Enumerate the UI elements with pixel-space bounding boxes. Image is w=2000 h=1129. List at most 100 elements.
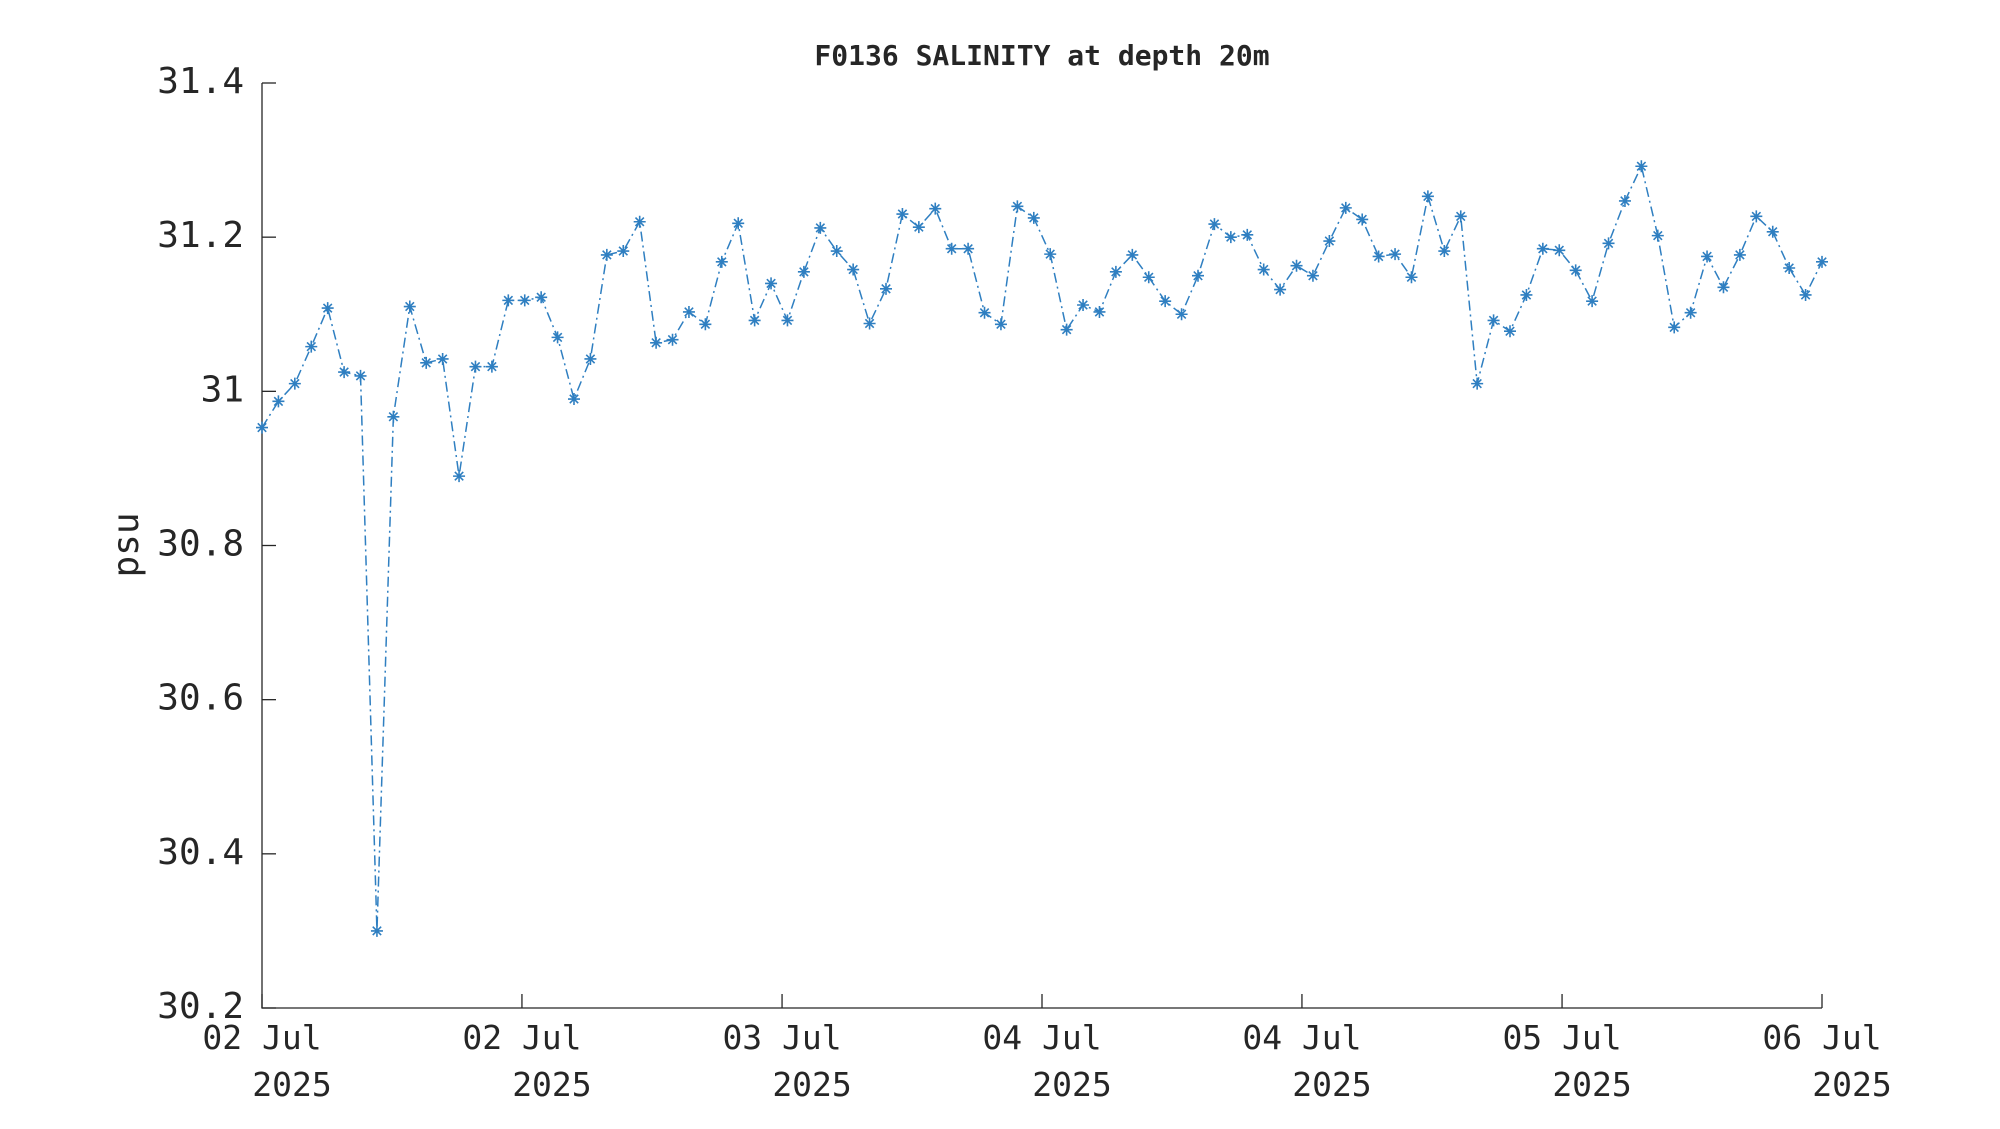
data-point (781, 314, 794, 327)
data-point (600, 248, 613, 261)
data-point (1060, 323, 1073, 336)
axis-line (261, 83, 1822, 1009)
data-point (370, 924, 383, 937)
x-tick-label: 02 Jul 2025 (202, 1018, 331, 1104)
data-point (288, 377, 301, 390)
data-point (1651, 229, 1664, 242)
data-point (502, 294, 515, 307)
y-tick-label: 30.6 (157, 678, 244, 719)
y-tick-label: 30.8 (157, 524, 244, 565)
data-point (1241, 228, 1254, 241)
data-point (1159, 295, 1172, 308)
data-point (1520, 288, 1533, 301)
data-point (518, 294, 531, 307)
y-tick-label: 31.4 (157, 61, 244, 102)
x-tick-label: 04 Jul 2025 (1242, 1018, 1371, 1104)
data-point (1093, 305, 1106, 318)
y-axis-label: psu (106, 512, 147, 577)
data-point (1618, 194, 1631, 207)
data-point (699, 318, 712, 331)
data-point (584, 352, 597, 365)
data-point (1274, 283, 1287, 296)
data-point (1717, 281, 1730, 294)
data-point (1766, 225, 1779, 238)
data-point (256, 421, 268, 434)
data-point (1586, 295, 1599, 308)
data-point (1192, 269, 1204, 282)
data-point (1569, 264, 1582, 277)
data-point (929, 202, 942, 215)
data-point (1339, 201, 1352, 214)
data-point (1175, 308, 1188, 321)
data-point (617, 245, 630, 258)
data-point (420, 356, 433, 369)
data-point (1684, 306, 1697, 319)
data-point (1701, 250, 1714, 263)
y-tick-label: 31.2 (157, 215, 244, 256)
data-point (732, 217, 745, 230)
data-point (715, 255, 728, 268)
data-point (1109, 265, 1122, 278)
data-point (272, 395, 285, 408)
data-point (863, 317, 876, 330)
data-point (748, 314, 761, 327)
data-point (945, 242, 958, 255)
data-point (387, 410, 400, 423)
data-point (1208, 218, 1221, 231)
data-point (1126, 248, 1139, 261)
y-tick-label: 31 (201, 369, 244, 410)
data-point (1257, 263, 1270, 276)
data-point (847, 263, 860, 276)
data-point (912, 221, 925, 234)
data-point (896, 208, 909, 221)
data-point (633, 215, 646, 228)
data-point (403, 300, 416, 313)
data-point (321, 302, 334, 315)
data-point (1438, 245, 1451, 258)
data-point (830, 245, 843, 258)
y-tick-label: 30.2 (157, 986, 244, 1027)
data-point (338, 366, 351, 379)
data-point (1504, 325, 1516, 338)
data-point (880, 282, 892, 295)
data-point (1077, 299, 1090, 311)
x-tick-label: 02 Jul 2025 (462, 1018, 591, 1104)
data-point (1224, 231, 1237, 244)
data-point (551, 331, 564, 344)
data-point (469, 360, 482, 373)
data-point (1290, 259, 1303, 272)
data-point (535, 291, 548, 304)
data-point (1323, 235, 1336, 248)
data-point (1635, 160, 1648, 173)
data-point (1356, 213, 1369, 226)
data-point (453, 470, 466, 483)
data-point (1471, 377, 1484, 390)
chart-title: F0136 SALINITY at depth 20m (814, 39, 1269, 72)
data-point (1733, 248, 1746, 261)
data-point (1487, 314, 1500, 327)
data-point (962, 242, 975, 255)
data-point (650, 336, 663, 349)
data-point (1372, 250, 1385, 263)
x-tick-label: 06 Jul 2025 (1762, 1018, 1891, 1104)
data-point (436, 352, 449, 365)
data-point (1750, 210, 1763, 223)
y-tick-label: 30.4 (157, 832, 244, 873)
data-point (765, 277, 778, 290)
data-point (666, 333, 679, 346)
data-point (1783, 262, 1796, 274)
data-point (1389, 248, 1402, 261)
data-point (1011, 200, 1024, 213)
data-point (1044, 248, 1057, 261)
data-point (1405, 271, 1418, 284)
data-point (1816, 255, 1828, 268)
data-point (1799, 288, 1812, 301)
data-point (814, 221, 827, 234)
data-point (1602, 237, 1615, 250)
data-point (1142, 271, 1155, 284)
data-point (1668, 321, 1681, 334)
data-point (568, 393, 580, 406)
x-tick-label: 05 Jul 2025 (1502, 1018, 1631, 1104)
data-point (1454, 210, 1467, 223)
data-point (978, 306, 991, 319)
